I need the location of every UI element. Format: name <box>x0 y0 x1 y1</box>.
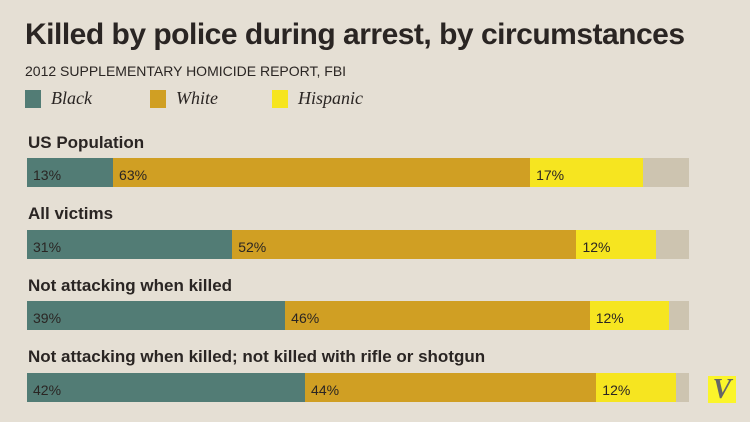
legend-item-hispanic: Hispanic <box>272 88 363 109</box>
legend-swatch <box>25 89 41 108</box>
legend-swatch <box>272 89 288 108</box>
bar-row: 13% 63% 17% <box>27 158 689 187</box>
chart-subtitle: 2012 SUPPLEMENTARY HOMICIDE REPORT, FBI <box>25 63 347 79</box>
category-label: Not attacking when killed <box>28 276 233 295</box>
bar-segment-hispanic: 17% <box>530 158 643 187</box>
legend-item-white: White <box>150 88 218 109</box>
bar-row: 42% 44% 12% <box>27 373 689 402</box>
bar-segment-hispanic: 12% <box>576 230 656 259</box>
bar-row: 39% 46% 12% <box>27 301 689 330</box>
bar-segment-white: 63% <box>113 158 531 187</box>
category-label: US Population <box>28 133 145 152</box>
bar-segment-black: 13% <box>27 158 114 187</box>
bar-segment-white: 46% <box>285 301 590 330</box>
legend-item-black: Black <box>25 88 92 109</box>
legend-label: Hispanic <box>298 88 363 108</box>
legend-swatch <box>150 89 166 108</box>
bar-segment-white: 52% <box>232 230 577 259</box>
category-label: Not attacking when killed; not killed wi… <box>28 347 486 366</box>
bar-segment-hispanic: 12% <box>589 301 670 330</box>
bar-segment-black: 39% <box>27 301 286 330</box>
bar-segment-hispanic: 12% <box>596 373 676 402</box>
bar-segment-black: 31% <box>27 230 233 259</box>
legend-label: White <box>176 88 218 108</box>
bar-segment-black: 42% <box>27 373 306 402</box>
category-label: All victims <box>28 204 114 223</box>
legend-label: Black <box>51 88 92 108</box>
vox-logo: V <box>708 376 736 404</box>
bar-segment-white: 44% <box>305 373 597 402</box>
bar-row: 31% 52% 12% <box>27 230 689 259</box>
chart-title: Killed by police during arrest, by circu… <box>25 18 685 51</box>
